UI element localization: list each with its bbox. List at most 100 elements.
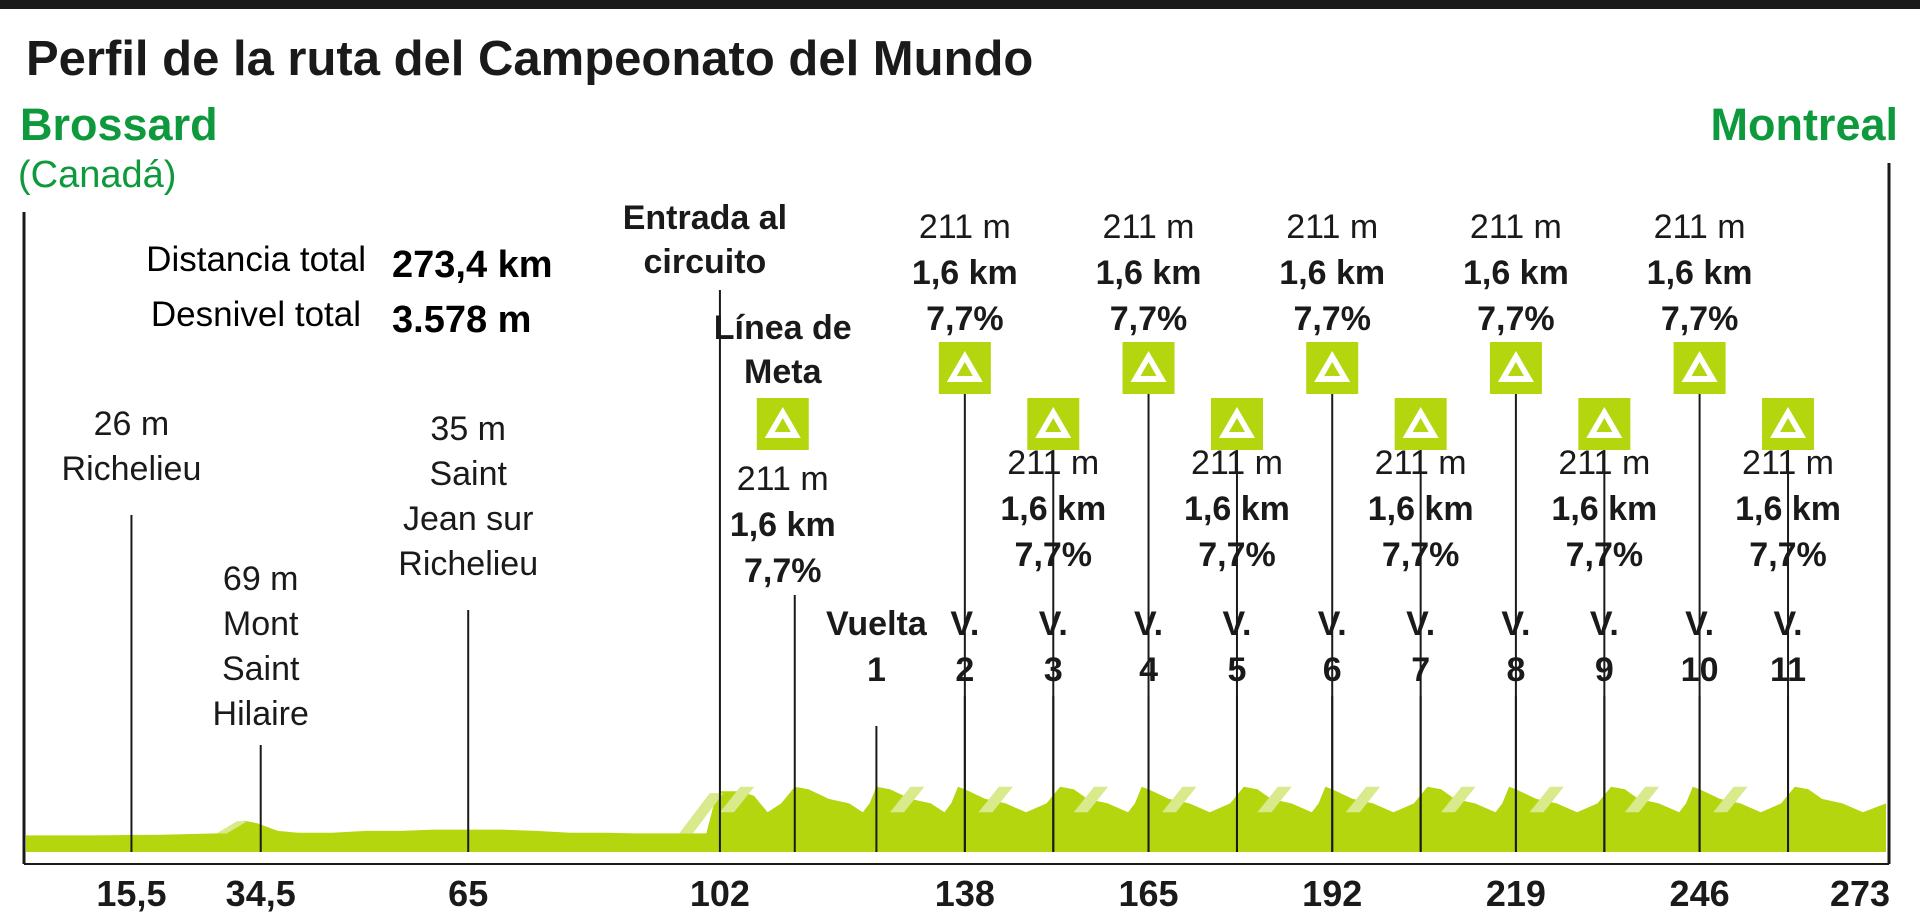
finish-line-label: Línea de: [714, 309, 852, 347]
place-label: Saint: [429, 455, 507, 493]
climb-gradient-label: 7,7%: [926, 300, 1004, 338]
x-tick-label: 219: [1486, 873, 1546, 914]
start-country: (Canadá): [18, 154, 176, 196]
x-tick-label: 273: [1830, 873, 1890, 914]
finish-line-label: Meta: [744, 353, 823, 391]
x-tick-label: 138: [935, 873, 995, 914]
climb-ramp: [1257, 786, 1292, 813]
climb-length-label: 1,6 km: [1368, 490, 1474, 528]
climb-height-label: 211 m: [1654, 208, 1746, 246]
climb-ramp: [1529, 786, 1564, 813]
climb-gradient-label: 7,7%: [1749, 536, 1827, 574]
climb-icon: [1394, 398, 1447, 450]
climb-ramp: [890, 786, 925, 813]
climb-ramp: [1162, 786, 1197, 813]
marker-labels: 26 m Richelieu 69 m Mont Saint Hilaire 35 m Sai…: [62, 199, 1841, 733]
climb-icon: [1673, 342, 1726, 394]
x-tick-label: 165: [1118, 873, 1178, 914]
elevation-label: Desnivel total: [151, 295, 361, 334]
climb-height-label: 211 m: [1103, 208, 1195, 246]
climb-ramp: [216, 821, 248, 834]
lap-label: V.: [1685, 605, 1714, 643]
lap-label: Vuelta: [826, 605, 928, 643]
climb-icon: [1122, 342, 1175, 394]
climb-ramp: [679, 793, 724, 834]
x-tick-label: 34,5: [226, 873, 296, 914]
marker-lines: [22, 163, 1891, 864]
lap-number: 4: [1139, 651, 1158, 689]
climb-ramp: [1073, 786, 1109, 813]
climb-icon: [1306, 342, 1359, 394]
climb-gradient-label: 7,7%: [1661, 300, 1739, 338]
lap-label: V.: [1406, 605, 1435, 643]
elevation-profile: [26, 786, 1886, 852]
lap-number: 5: [1228, 651, 1247, 689]
climb-gradient-label: 7,7%: [1015, 536, 1093, 574]
climb-gradient-label: 7,7%: [1110, 300, 1188, 338]
distance-value: 273,4 km: [392, 244, 553, 286]
profile-area: [26, 786, 1886, 852]
x-tick-label: 65: [448, 873, 488, 914]
climb-ramp: [719, 786, 755, 813]
climb-length-label: 1,6 km: [1647, 254, 1753, 292]
lap-number: 1: [867, 651, 886, 689]
climb-gradient-label: 7,7%: [1293, 300, 1371, 338]
climb-gradient-label: 7,7%: [1382, 536, 1460, 574]
lap-number: 10: [1681, 651, 1719, 689]
climb-ramp: [978, 786, 1013, 813]
lap-label: V.: [1039, 605, 1068, 643]
climb-length-label: 1,6 km: [1551, 490, 1657, 528]
climb-ramp: [1345, 786, 1381, 813]
elevation-value: 3.578 m: [392, 299, 531, 341]
place-label: 26 m: [94, 405, 170, 443]
climb-gradient-label: 7,7%: [744, 552, 822, 590]
climb-length-label: 1,6 km: [1279, 254, 1385, 292]
climb-height-label: 211 m: [1007, 444, 1099, 482]
climb-length-label: 1,6 km: [1735, 490, 1841, 528]
finish-city: Montreal: [1710, 99, 1898, 150]
climb-height-label: 211 m: [1191, 444, 1283, 482]
climb-ramp: [1441, 786, 1476, 813]
lap-label: V.: [1501, 605, 1530, 643]
place-label: Mont: [223, 605, 299, 643]
circuit-entry-label: Entrada al: [623, 199, 787, 237]
climb-icon: [1489, 342, 1542, 394]
lap-label: V.: [1222, 605, 1251, 643]
start-city: Brossard: [20, 99, 218, 150]
x-tick-label: 102: [690, 873, 750, 914]
distance-label: Distancia total: [146, 240, 366, 279]
climb-icon: [1762, 398, 1815, 450]
climb-height-label: 211 m: [1286, 208, 1378, 246]
lap-label: V.: [1774, 605, 1803, 643]
climb-height-label: 211 m: [737, 460, 829, 498]
lap-number: 2: [955, 651, 974, 689]
climb-height-label: 211 m: [919, 208, 1011, 246]
lap-number: 11: [1770, 651, 1806, 689]
climb-ramp: [1624, 786, 1660, 813]
x-axis: 15,5 34,5 65 102 138 165 192 219 246 273: [24, 863, 1890, 914]
lap-number: 6: [1323, 651, 1342, 689]
x-tick-label: 192: [1302, 873, 1362, 914]
climb-ramp: [1713, 786, 1748, 813]
lap-label: V.: [1318, 605, 1347, 643]
lap-number: 3: [1044, 651, 1063, 689]
climb-length-label: 1,6 km: [730, 506, 836, 544]
place-label: Jean sur: [403, 500, 533, 538]
climb-length-label: 1,6 km: [912, 254, 1018, 292]
lap-label: V.: [1134, 605, 1163, 643]
place-label: Richelieu: [62, 450, 202, 488]
lap-label: V.: [1590, 605, 1619, 643]
top-rule: [0, 0, 1920, 9]
climb-gradient-label: 7,7%: [1566, 536, 1644, 574]
climb-icon: [1210, 398, 1263, 450]
place-label: 35 m: [430, 410, 506, 448]
climb-length-label: 1,6 km: [1096, 254, 1202, 292]
climb-height-label: 211 m: [1742, 444, 1834, 482]
climb-gradient-label: 7,7%: [1477, 300, 1555, 338]
x-tick-label: 246: [1670, 873, 1730, 914]
climb-length-label: 1,6 km: [1463, 254, 1569, 292]
climb-icon: [1027, 398, 1080, 450]
x-tick-label: 15,5: [96, 873, 166, 914]
climb-icon: [1578, 398, 1631, 450]
